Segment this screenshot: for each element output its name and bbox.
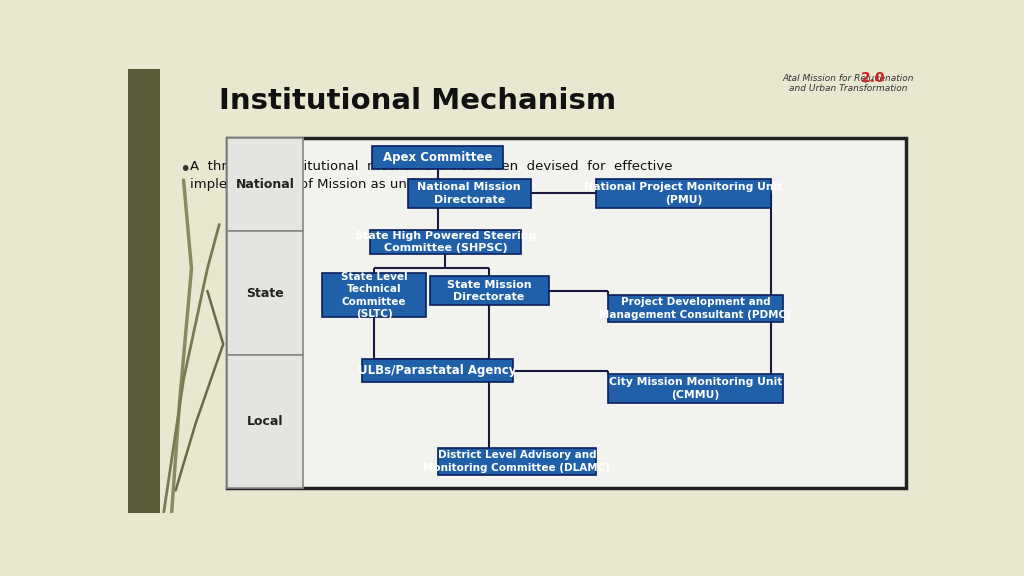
Text: City Mission Monitoring Unit
(CMMU): City Mission Monitoring Unit (CMMU) bbox=[608, 377, 782, 400]
Text: State High Powered Steering
Committee (SHPSC): State High Powered Steering Committee (S… bbox=[354, 231, 537, 253]
Bar bbox=[608, 374, 782, 403]
Text: National Mission
Directorate: National Mission Directorate bbox=[418, 182, 521, 204]
Text: ULBs/Parastatal Agency: ULBs/Parastatal Agency bbox=[358, 364, 517, 377]
Text: State Level
Technical
Committee
(SLTC): State Level Technical Committee (SLTC) bbox=[341, 272, 408, 319]
Bar bbox=[227, 231, 303, 355]
Text: Project Development and
Management Consultant (PDMC): Project Development and Management Consu… bbox=[599, 297, 792, 320]
Text: •: • bbox=[179, 160, 190, 179]
Bar bbox=[128, 69, 160, 513]
Bar bbox=[372, 146, 503, 169]
Text: A  three-tier  institutional  mechanism  has  been  devised  for  effective: A three-tier institutional mechanism has… bbox=[189, 160, 673, 173]
Bar bbox=[362, 359, 513, 382]
Bar bbox=[596, 179, 771, 208]
Text: National Project Monitoring Unit
(PMU): National Project Monitoring Unit (PMU) bbox=[585, 182, 782, 204]
Bar bbox=[227, 355, 303, 488]
Text: implementation of Mission as under:: implementation of Mission as under: bbox=[189, 178, 433, 191]
Text: Institutional Mechanism: Institutional Mechanism bbox=[219, 87, 616, 115]
Text: Apex Committee: Apex Committee bbox=[383, 151, 493, 164]
Text: National: National bbox=[236, 178, 294, 191]
Text: Local: Local bbox=[247, 415, 284, 428]
Bar bbox=[437, 448, 596, 475]
Bar bbox=[323, 273, 426, 317]
Bar bbox=[370, 230, 521, 254]
Bar bbox=[430, 276, 549, 305]
Bar bbox=[608, 295, 782, 322]
Text: 2.0: 2.0 bbox=[861, 71, 886, 85]
Text: State: State bbox=[246, 287, 284, 300]
Text: Atal Mission for Rejuvenation
and Urban Transformation: Atal Mission for Rejuvenation and Urban … bbox=[782, 74, 913, 93]
Text: District Level Advisory and
Monitoring Committee (DLAMC): District Level Advisory and Monitoring C… bbox=[423, 450, 610, 473]
Bar bbox=[227, 138, 303, 231]
Bar bbox=[408, 179, 530, 208]
Text: State Mission
Directorate: State Mission Directorate bbox=[446, 280, 531, 302]
Bar bbox=[227, 138, 906, 488]
